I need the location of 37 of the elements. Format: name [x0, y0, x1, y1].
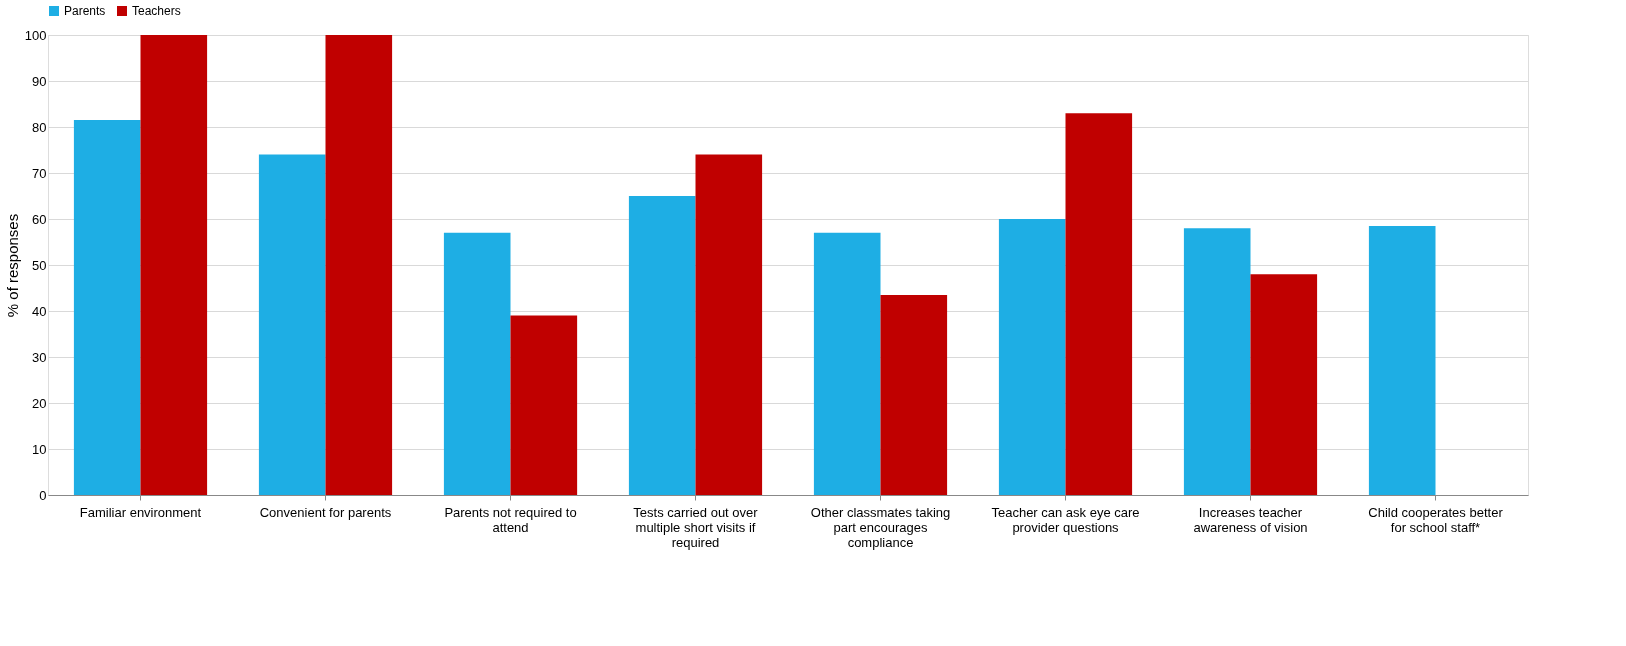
x-tick-label: Other classmates taking part encourages compliance — [810, 504, 951, 550]
bar — [628, 196, 696, 495]
y-tick-label: 30 — [32, 349, 47, 365]
y-axis-title: % of responses — [3, 213, 21, 318]
y-tick-label: 80 — [32, 119, 47, 135]
y-tick-label: 50 — [32, 257, 47, 273]
bar — [998, 219, 1066, 495]
y-tick-label: 40 — [32, 303, 47, 319]
bar — [325, 35, 393, 495]
y-tick-label: 100 — [24, 27, 47, 43]
bar — [1250, 274, 1318, 495]
bar — [813, 232, 881, 495]
bar — [73, 120, 141, 495]
x-tick-label: Convenient for parents — [259, 504, 392, 520]
y-tick-label: 70 — [32, 165, 47, 181]
x-tick-label: Parents not required to attend — [444, 504, 577, 535]
bar — [695, 154, 763, 495]
x-tick-label: Teacher can ask eye care provider questions — [991, 504, 1140, 535]
x-tick-label: Tests carried out over multiple short visits if required — [633, 504, 759, 550]
legend-label: Teachers — [132, 4, 181, 18]
x-tick-label: Increases teacher awareness of vision — [1193, 504, 1308, 535]
bar — [880, 294, 948, 495]
bar — [510, 315, 578, 495]
y-tick-label: 20 — [32, 395, 47, 411]
y-tick-label: 60 — [32, 211, 47, 227]
y-tick-label: 90 — [32, 73, 47, 89]
bar — [258, 154, 326, 495]
y-tick-label: 10 — [32, 441, 47, 457]
bar — [1183, 228, 1251, 495]
legend-label: Parents — [64, 4, 106, 18]
bar — [1065, 113, 1133, 495]
bar — [1368, 225, 1436, 495]
x-tick-label: Child cooperates better for school staff* — [1368, 504, 1504, 535]
bar — [140, 35, 208, 495]
bar — [443, 232, 511, 495]
x-tick-label: Familiar environment — [79, 504, 202, 520]
y-tick-label: 0 — [39, 487, 47, 503]
